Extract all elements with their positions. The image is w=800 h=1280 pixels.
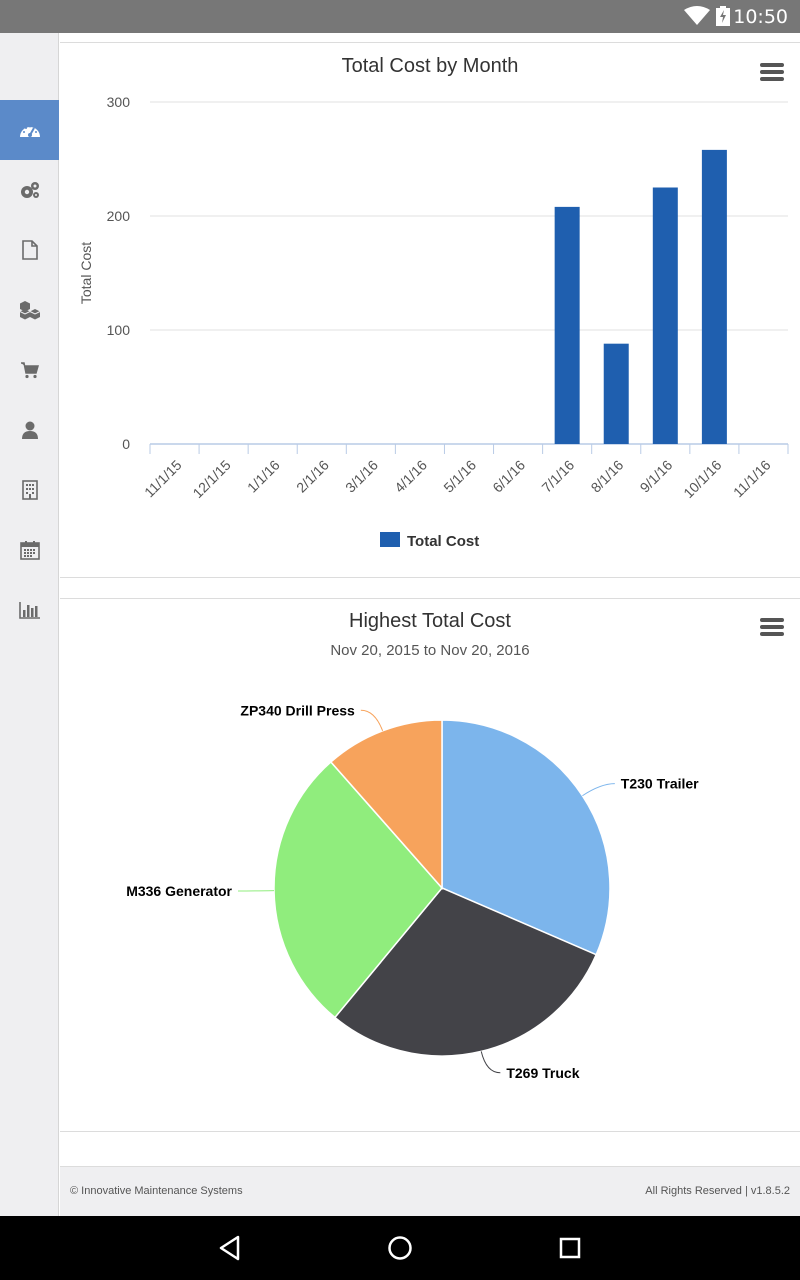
- sidebar: [0, 33, 59, 1216]
- connector-line: [480, 1051, 501, 1074]
- dashboard-icon: [19, 125, 40, 137]
- user-icon: [21, 421, 38, 439]
- gears-icon: [20, 182, 39, 198]
- x-tick-label: 7/1/16: [538, 457, 577, 496]
- pie-slice: [329, 719, 443, 890]
- pie-chart-title: Highest Total Cost: [349, 610, 511, 632]
- slice-label: ZP340 Drill Press: [240, 702, 355, 718]
- y-axis-label: Total Cost: [78, 242, 94, 304]
- y-tick-label: 0: [122, 436, 130, 452]
- sidebar-item-calendar[interactable]: [0, 520, 59, 580]
- sidebar-item-purchasing[interactable]: [0, 340, 59, 400]
- bar-chart-title: Total Cost by Month: [341, 55, 519, 77]
- boxes-icon: [19, 301, 40, 320]
- divider: [60, 577, 800, 578]
- x-tick-label: 3/1/16: [342, 457, 381, 496]
- slice-label: M336 Generator: [126, 883, 232, 899]
- x-tick-label: 11/1/16: [730, 457, 774, 501]
- sidebar-item-dashboard[interactable]: [0, 100, 59, 160]
- divider: [60, 42, 800, 43]
- sidebar-item-facilities[interactable]: [0, 460, 59, 520]
- x-tick-label: 1/1/16: [244, 457, 283, 496]
- building-icon: [21, 480, 38, 500]
- divider: [60, 598, 800, 599]
- back-icon[interactable]: [214, 1232, 246, 1264]
- slice-label: T269 Truck: [506, 1065, 579, 1081]
- home-icon[interactable]: [384, 1232, 416, 1264]
- divider: [60, 1131, 800, 1132]
- x-tick-label: 12/1/15: [189, 457, 233, 501]
- y-tick-label: 300: [107, 94, 131, 110]
- bar: [554, 206, 580, 444]
- copyright-text: © Innovative Maintenance Systems: [70, 1185, 243, 1197]
- cart-icon: [20, 362, 39, 379]
- sidebar-item-assets[interactable]: [0, 160, 59, 220]
- recents-icon[interactable]: [554, 1232, 586, 1264]
- sidebar-item-inventory[interactable]: [0, 280, 59, 340]
- x-tick-label: 9/1/16: [637, 457, 676, 496]
- bar: [652, 187, 678, 444]
- connector-line: [360, 709, 384, 732]
- bar-chart-menu-button[interactable]: [760, 63, 784, 83]
- document-icon: [21, 240, 38, 260]
- footer: © Innovative Maintenance Systems All Rig…: [60, 1166, 800, 1216]
- x-tick-label: 2/1/16: [293, 457, 332, 496]
- x-tick-label: 4/1/16: [391, 457, 430, 496]
- x-tick-label: 6/1/16: [489, 457, 528, 496]
- clock: 10:50: [733, 6, 788, 28]
- connector-line: [582, 783, 615, 797]
- sidebar-item-documents[interactable]: [0, 220, 59, 280]
- bar: [701, 149, 727, 444]
- version-text: All Rights Reserved | v1.8.5.2: [645, 1185, 790, 1197]
- bar-chart: 0 100 200 300 11/1/15 12/1/15 1/1/16 2/1/16 3/1/…: [78, 94, 789, 550]
- y-tick-label: 100: [107, 322, 131, 338]
- legend-label: Total Cost: [407, 533, 479, 550]
- sidebar-item-users[interactable]: [0, 400, 59, 460]
- bar: [603, 343, 629, 444]
- status-bar: 10:50: [0, 0, 800, 33]
- x-tick-label: 5/1/16: [440, 457, 479, 496]
- system-nav-bar: [0, 1216, 800, 1280]
- battery-icon: [716, 6, 730, 26]
- pie-slice: [441, 719, 611, 956]
- wifi-icon: [684, 6, 710, 25]
- y-tick-label: 200: [107, 208, 131, 224]
- pie-slice: [273, 760, 443, 1019]
- pie-chart-subtitle: Nov 20, 2015 to Nov 20, 2016: [330, 642, 530, 659]
- x-tick-label: 8/1/16: [588, 457, 627, 496]
- x-tick-label: 10/1/16: [680, 457, 724, 501]
- legend-swatch: [380, 532, 400, 547]
- sidebar-item-reports[interactable]: [0, 580, 59, 640]
- pie-chart: T230 Trailer T269 Truck M336 Generator ZP34…: [126, 702, 699, 1081]
- x-tick-label: 11/1/15: [141, 457, 185, 501]
- bar-chart-icon: [18, 602, 40, 619]
- calendar-icon: [19, 541, 40, 560]
- pie-chart-menu-button[interactable]: [760, 618, 784, 638]
- slice-label: T230 Trailer: [621, 776, 699, 792]
- pie-slice: [333, 887, 598, 1057]
